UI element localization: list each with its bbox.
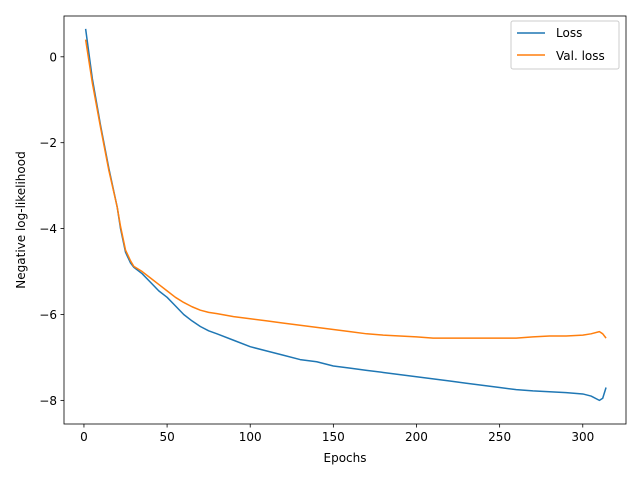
x-tick-label: 150 xyxy=(322,430,345,444)
x-tick-label: 300 xyxy=(571,430,594,444)
x-tick-label: 100 xyxy=(239,430,262,444)
x-axis-label: Epochs xyxy=(324,451,367,465)
plot-area-background xyxy=(64,16,626,424)
y-axis-ticks: 0 −2 −4 −6 −8 xyxy=(39,50,64,408)
series-line-loss xyxy=(84,28,607,402)
y-tick-label: −4 xyxy=(39,222,57,236)
legend-label-val-loss: Val. loss xyxy=(556,49,605,63)
x-tick-label: 50 xyxy=(159,430,174,444)
x-axis-ticks: 0 50 100 150 200 250 300 xyxy=(80,424,594,444)
plot-frame xyxy=(63,15,627,425)
series-layer xyxy=(84,28,607,402)
legend-label-loss: Loss xyxy=(556,26,582,40)
y-tick-label: −8 xyxy=(39,394,57,408)
legend: Loss Val. loss xyxy=(510,20,620,70)
y-axis-label: Negative log-likelihood xyxy=(14,151,28,288)
x-tick-label: 200 xyxy=(405,430,428,444)
y-tick-label: 0 xyxy=(49,50,57,64)
x-tick-label: 250 xyxy=(488,430,511,444)
x-tick-label: 0 xyxy=(80,430,88,444)
y-tick-label: −2 xyxy=(39,136,57,150)
y-tick-label: −6 xyxy=(39,308,57,322)
series-line-val-loss xyxy=(84,39,607,339)
